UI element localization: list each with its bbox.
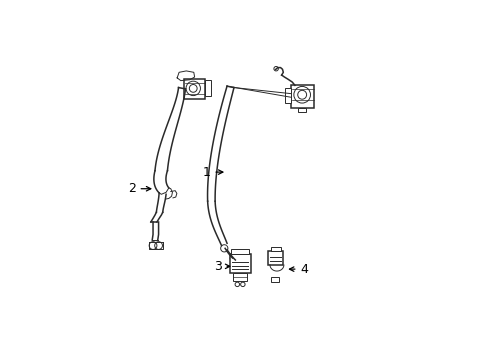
- FancyBboxPatch shape: [270, 247, 280, 251]
- FancyBboxPatch shape: [205, 80, 210, 96]
- FancyBboxPatch shape: [297, 108, 305, 112]
- FancyBboxPatch shape: [183, 79, 205, 99]
- FancyBboxPatch shape: [285, 89, 290, 103]
- FancyBboxPatch shape: [290, 85, 314, 108]
- FancyBboxPatch shape: [270, 276, 279, 282]
- FancyBboxPatch shape: [267, 251, 283, 265]
- Text: 1: 1: [202, 166, 223, 179]
- Text: 3: 3: [213, 260, 229, 273]
- FancyBboxPatch shape: [233, 273, 246, 281]
- Text: 4: 4: [289, 262, 308, 276]
- FancyBboxPatch shape: [231, 249, 248, 254]
- FancyBboxPatch shape: [229, 254, 250, 273]
- Text: 2: 2: [127, 182, 150, 195]
